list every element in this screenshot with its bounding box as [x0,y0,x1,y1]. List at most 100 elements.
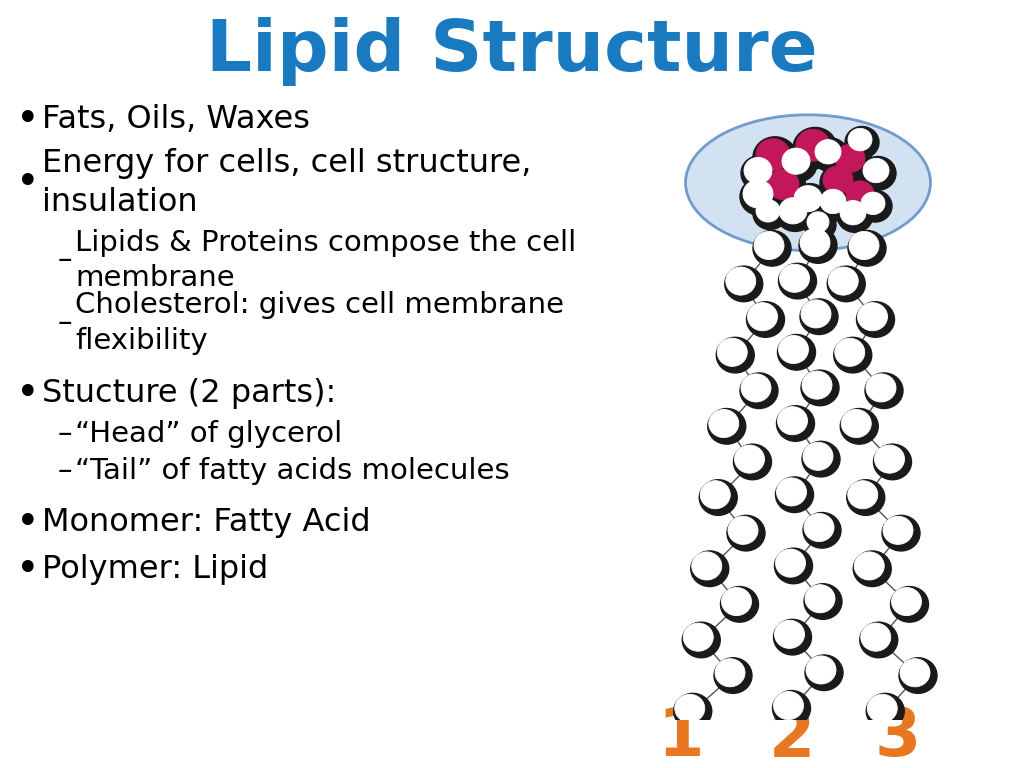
Text: –: – [57,420,73,448]
Circle shape [858,190,892,222]
Circle shape [873,444,911,480]
Circle shape [812,137,848,171]
Circle shape [835,144,865,172]
Text: Lipids & Proteins compose the cell
membrane: Lipids & Proteins compose the cell membr… [75,229,577,293]
Circle shape [843,179,881,214]
Circle shape [776,196,814,231]
Circle shape [834,337,871,373]
Circle shape [746,302,784,337]
Circle shape [725,266,763,302]
Circle shape [722,588,752,616]
Circle shape [849,231,879,260]
Circle shape [793,127,837,169]
Circle shape [874,445,904,473]
Circle shape [861,192,885,214]
Text: Energy for cells, cell structure,
insulation: Energy for cells, cell structure, insula… [42,147,531,218]
Circle shape [772,690,811,727]
Text: Monomer: Fatty Acid: Monomer: Fatty Acid [42,508,371,538]
Circle shape [741,156,779,191]
Circle shape [840,200,866,225]
Circle shape [823,166,853,194]
Circle shape [779,146,817,182]
Circle shape [691,551,729,587]
Circle shape [804,514,834,541]
Circle shape [777,335,815,370]
Circle shape [774,548,812,584]
Circle shape [764,167,806,207]
Circle shape [748,303,777,331]
Circle shape [820,164,860,201]
Circle shape [801,370,839,406]
Text: Polymer: Lipid: Polymer: Lipid [42,554,268,585]
Circle shape [721,587,759,622]
Circle shape [756,139,790,170]
Circle shape [796,129,830,161]
Text: •: • [16,503,40,543]
Circle shape [805,655,843,690]
Circle shape [802,442,840,477]
Circle shape [778,263,816,299]
Circle shape [714,657,752,694]
Circle shape [803,512,841,548]
Circle shape [727,515,765,551]
Circle shape [803,442,833,470]
Circle shape [767,170,799,200]
Circle shape [777,406,808,435]
Circle shape [776,406,814,442]
Circle shape [700,481,730,508]
Circle shape [776,478,807,506]
Circle shape [866,374,896,402]
Circle shape [863,158,889,183]
Circle shape [828,267,858,295]
Circle shape [807,212,829,233]
Circle shape [740,178,780,216]
Circle shape [753,230,791,266]
Text: 1: 1 [657,704,705,768]
Circle shape [892,588,922,616]
Text: Stucture (2 parts):: Stucture (2 parts): [42,378,336,409]
Circle shape [848,230,886,266]
Circle shape [717,338,748,366]
Circle shape [860,622,898,657]
Circle shape [804,584,842,619]
Circle shape [778,336,809,363]
Circle shape [802,371,831,399]
Circle shape [860,157,896,190]
Text: 3: 3 [874,704,921,768]
Circle shape [882,515,920,551]
Circle shape [744,157,772,184]
Circle shape [782,148,810,174]
Circle shape [715,659,745,687]
Text: “Tail” of fatty acids molecules: “Tail” of fatty acids molecules [75,457,510,485]
Circle shape [754,231,784,260]
Circle shape [692,552,722,580]
Circle shape [837,199,873,233]
Text: –: – [57,247,73,274]
Circle shape [891,587,929,622]
Circle shape [845,127,879,158]
Circle shape [820,189,846,214]
Circle shape [728,516,758,545]
Circle shape [827,266,865,302]
Circle shape [743,180,773,208]
Text: –: – [57,457,73,485]
Circle shape [779,264,810,293]
Text: 2: 2 [768,705,815,768]
Circle shape [801,300,831,328]
Circle shape [753,197,787,230]
Circle shape [842,409,871,438]
Circle shape [815,140,841,164]
Circle shape [779,197,807,224]
Circle shape [756,200,780,222]
Circle shape [854,552,885,580]
Circle shape [841,409,879,444]
Text: Lipid Structure: Lipid Structure [206,17,818,86]
Circle shape [675,694,705,723]
Text: Cholesterol: gives cell membrane
flexibility: Cholesterol: gives cell membrane flexibi… [75,291,564,355]
Circle shape [773,691,804,720]
Text: •: • [16,100,40,140]
Circle shape [674,694,712,729]
Circle shape [734,445,765,473]
Circle shape [848,481,878,508]
Circle shape [800,229,830,257]
